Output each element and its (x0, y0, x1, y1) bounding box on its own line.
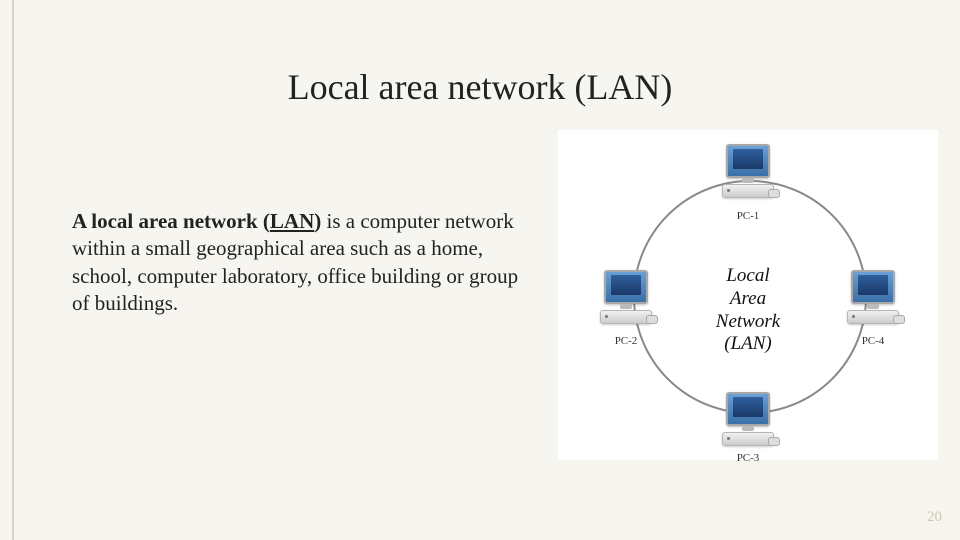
pc-label: PC-3 (728, 452, 768, 464)
page-number: 20 (927, 509, 942, 526)
diagram-center-label: Local Area Network (LAN) (678, 265, 818, 356)
monitor-icon (726, 392, 770, 426)
center-label-line: Area (730, 288, 766, 309)
monitor-icon (604, 270, 648, 304)
slide: Local area network (LAN) A local area ne… (0, 0, 960, 540)
pc-node (718, 144, 778, 200)
pc-label: PC-4 (853, 335, 893, 347)
body-lan-acronym: LAN (270, 209, 314, 233)
body-lead: A local area network ( (72, 209, 270, 233)
slide-title: Local area network (LAN) (0, 66, 960, 108)
monitor-icon (851, 270, 895, 304)
pc-node (843, 270, 903, 326)
center-label-line: Network (716, 311, 780, 332)
pc-label: PC-2 (606, 335, 646, 347)
body-text: A local area network (LAN) is a computer… (72, 208, 532, 317)
pc-node (596, 270, 656, 326)
pc-label: PC-1 (728, 210, 768, 222)
center-label-line: Local (726, 265, 769, 286)
center-label-line: (LAN) (724, 333, 772, 354)
monitor-icon (726, 144, 770, 178)
pc-node (718, 392, 778, 448)
lan-diagram: Local Area Network (LAN) PC-1 PC-2 (558, 130, 938, 460)
